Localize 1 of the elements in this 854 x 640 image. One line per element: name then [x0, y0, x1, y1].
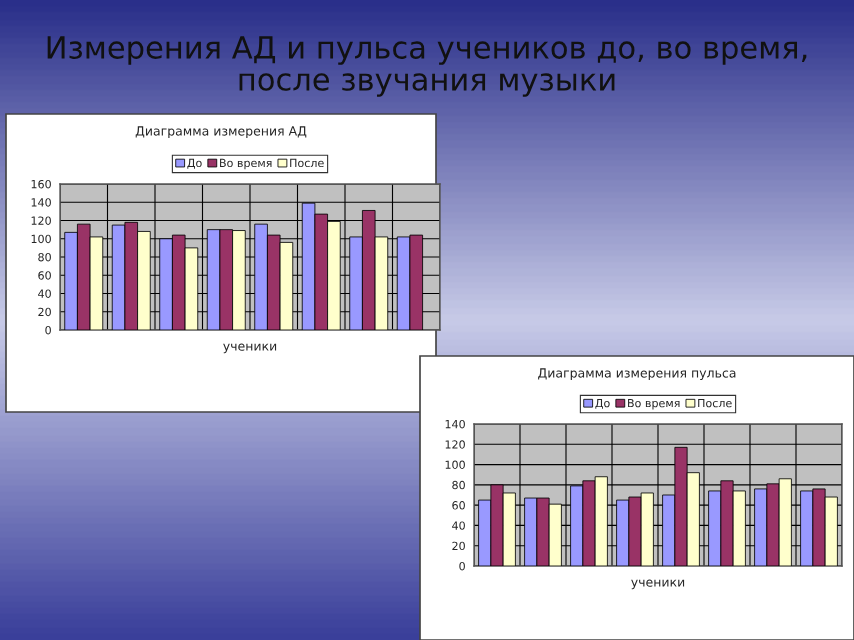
text: Измерения АД и пульса учеников до, во время, после звучания музыки — [47, 36, 807, 97]
